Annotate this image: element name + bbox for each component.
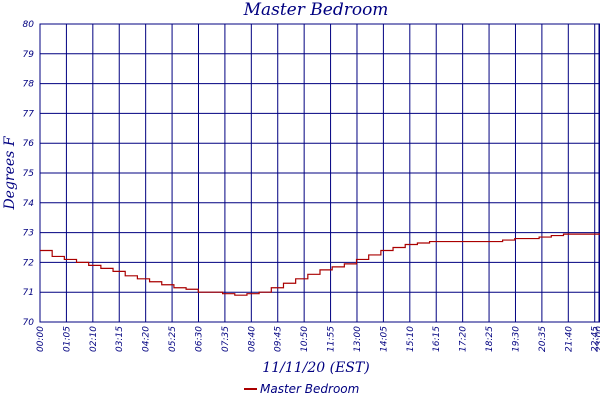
y-tick-label: 72: [23, 258, 35, 268]
x-tick-label: 08:40: [247, 326, 257, 352]
y-axis-ticks: 70 71 72 73 74 75 76 77 78 79 80: [23, 20, 35, 328]
x-tick-label: 14:05: [379, 326, 389, 352]
series-line: [40, 233, 600, 296]
grid: [39, 23, 600, 323]
series-master-bedroom: [40, 233, 600, 296]
x-tick-label: 09:45: [274, 326, 284, 352]
y-tick-label: 75: [23, 169, 35, 179]
x-tick-label: 23:00: [595, 326, 600, 352]
x-tick-label: 07:35: [221, 326, 231, 352]
x-tick-label: 05:25: [168, 326, 178, 352]
x-tick-label: 10:50: [300, 326, 310, 352]
y-axis-label: Degrees F: [2, 135, 18, 210]
x-axis-ticks: 00:00 01:05 02:10 03:15 04:20 05:25 06:30 07:35…: [36, 326, 600, 352]
y-tick-label: 78: [23, 80, 35, 90]
x-tick-label: 01:05: [62, 326, 72, 352]
x-tick-label: 11:55: [327, 326, 337, 352]
legend-label: Master Bedroom: [260, 382, 359, 396]
x-tick-label: 20:35: [538, 326, 548, 352]
y-tick-label: 70: [23, 318, 35, 328]
x-tick-label: 00:00: [36, 326, 46, 352]
x-tick-label: 16:15: [432, 326, 442, 352]
x-tick-label: 17:20: [459, 326, 469, 352]
y-tick-label: 73: [23, 229, 35, 239]
x-tick-label: 06:30: [194, 326, 204, 352]
x-tick-label: 03:15: [115, 326, 125, 352]
x-tick-label: 15:10: [406, 326, 416, 352]
legend: Master Bedroom: [244, 382, 359, 396]
y-tick-label: 79: [23, 50, 35, 60]
y-tick-label: 76: [23, 139, 35, 149]
y-tick-label: 74: [23, 199, 35, 209]
y-tick-label: 80: [23, 20, 35, 30]
x-tick-label: 04:20: [142, 326, 152, 352]
y-tick-label: 77: [23, 109, 35, 119]
x-tick-label: 22:45: [591, 326, 600, 352]
x-axis-label: 11/11/20 (EST): [262, 360, 369, 376]
chart-title: Master Bedroom: [243, 0, 389, 20]
x-tick-label: 02:10: [89, 326, 99, 352]
x-tick-label: 13:00: [353, 326, 363, 352]
y-tick-label: 71: [23, 288, 34, 298]
x-tick-label: 18:25: [485, 326, 495, 352]
plot-border: [39, 23, 600, 323]
x-tick-label: 21:40: [564, 326, 574, 352]
x-tick-label: 19:30: [511, 326, 521, 352]
